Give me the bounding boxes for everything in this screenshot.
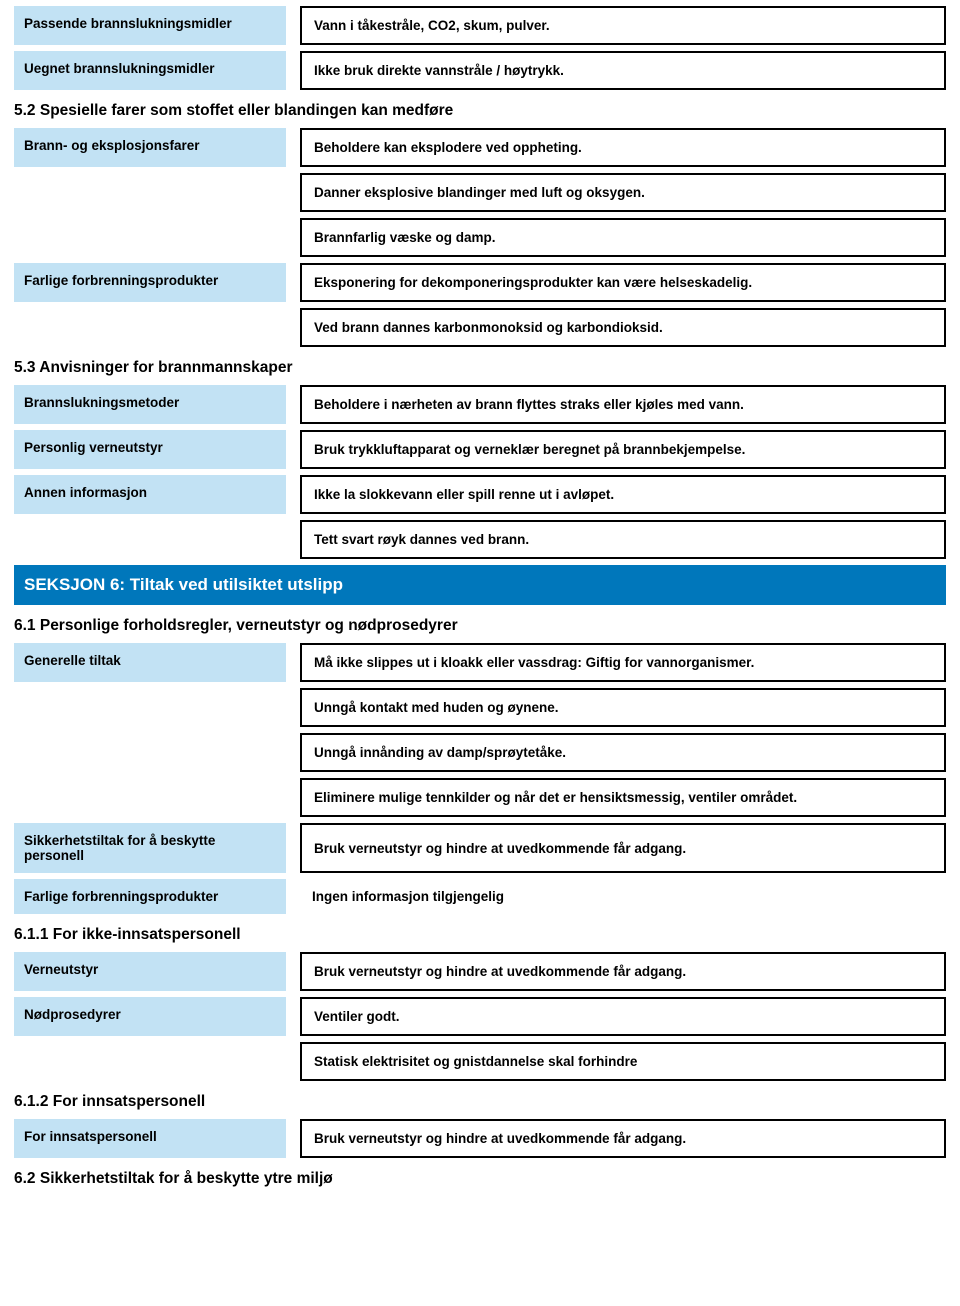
value-farlige-forbr-6: Ingen informasjon tilgjengelig <box>300 879 946 914</box>
row-pers-verneutstyr: Personlig verneutstyr Bruk trykkluftappa… <box>14 430 946 469</box>
value-sikkerhet-personell: Bruk verneutstyr og hindre at uvedkommen… <box>300 823 946 873</box>
row-nodprosedyrer-2: Statisk elektrisitet og gnistdannelse sk… <box>14 1042 946 1081</box>
heading-6-1-1: 6.1.1 For ikke-innsatspersonell <box>14 920 946 950</box>
heading-5-3: 5.3 Anvisninger for brannmannskaper <box>14 353 946 383</box>
value-generelle-4: Eliminere mulige tennkilder og når det e… <box>300 778 946 817</box>
value-generelle-1: Må ikke slippes ut i kloakk eller vassdr… <box>300 643 946 682</box>
row-generelle-2: Unngå kontakt med huden og øynene. <box>14 688 946 727</box>
value-uegnet: Ikke bruk direkte vannstråle / høytrykk. <box>300 51 946 90</box>
row-farlige-forbr-6: Farlige forbrenningsprodukter Ingen info… <box>14 879 946 914</box>
label-nodprosedyrer: Nødprosedyrer <box>14 997 286 1036</box>
row-generelle-4: Eliminere mulige tennkilder og når det e… <box>14 778 946 817</box>
row-farlige-forbr: Farlige forbrenningsprodukter Eksponerin… <box>14 263 946 302</box>
value-brann-eksp-1: Beholdere kan eksplodere ved oppheting. <box>300 128 946 167</box>
value-passende: Vann i tåkestråle, CO2, skum, pulver. <box>300 6 946 45</box>
label-verneutstyr-6: Verneutstyr <box>14 952 286 991</box>
row-innsatspersonell: For innsatspersonell Bruk verneutstyr og… <box>14 1119 946 1158</box>
row-uegnet: Uegnet brannslukningsmidler Ikke bruk di… <box>14 51 946 90</box>
value-farlige-forbr-1: Eksponering for dekomponeringsprodukter … <box>300 263 946 302</box>
value-verneutstyr-6: Bruk verneutstyr og hindre at uvedkommen… <box>300 952 946 991</box>
value-farlige-forbr-2: Ved brann dannes karbonmonoksid og karbo… <box>300 308 946 347</box>
value-pers-verneutstyr: Bruk trykkluftapparat og verneklær bereg… <box>300 430 946 469</box>
row-passende: Passende brannslukningsmidler Vann i tåk… <box>14 6 946 45</box>
heading-6-1: 6.1 Personlige forholdsregler, verneutst… <box>14 611 946 641</box>
label-innsatspersonell: For innsatspersonell <box>14 1119 286 1158</box>
row-brann-eksp-3: Brannfarlig væske og damp. <box>14 218 946 257</box>
heading-6-1-2: 6.1.2 For innsatspersonell <box>14 1087 946 1117</box>
label-passende: Passende brannslukningsmidler <box>14 6 286 45</box>
row-sikkerhet-personell: Sikkerhetstiltak for å beskytte personel… <box>14 823 946 873</box>
label-farlige-forbr-6: Farlige forbrenningsprodukter <box>14 879 286 914</box>
row-annen-info-2: Tett svart røyk dannes ved brann. <box>14 520 946 559</box>
label-pers-verneutstyr: Personlig verneutstyr <box>14 430 286 469</box>
section-6-header: SEKSJON 6: Tiltak ved utilsiktet utslipp <box>14 565 946 605</box>
value-annen-info-1: Ikke la slokkevann eller spill renne ut … <box>300 475 946 514</box>
value-innsatspersonell: Bruk verneutstyr og hindre at uvedkommen… <box>300 1119 946 1158</box>
value-generelle-3: Unngå innånding av damp/sprøytetåke. <box>300 733 946 772</box>
label-sikkerhet-personell: Sikkerhetstiltak for å beskytte personel… <box>14 823 286 873</box>
label-farlige-forbr: Farlige forbrenningsprodukter <box>14 263 286 302</box>
value-generelle-2: Unngå kontakt med huden og øynene. <box>300 688 946 727</box>
label-generelle: Generelle tiltak <box>14 643 286 682</box>
row-brann-eksp: Brann- og eksplosjonsfarer Beholdere kan… <box>14 128 946 167</box>
value-brann-eksp-3: Brannfarlig væske og damp. <box>300 218 946 257</box>
row-metoder: Brannslukningsmetoder Beholdere i nærhet… <box>14 385 946 424</box>
value-nodprosedyrer-2: Statisk elektrisitet og gnistdannelse sk… <box>300 1042 946 1081</box>
label-uegnet: Uegnet brannslukningsmidler <box>14 51 286 90</box>
label-brann-eksp: Brann- og eksplosjonsfarer <box>14 128 286 167</box>
value-metoder: Beholdere i nærheten av brann flyttes st… <box>300 385 946 424</box>
value-brann-eksp-2: Danner eksplosive blandinger med luft og… <box>300 173 946 212</box>
label-annen-info: Annen informasjon <box>14 475 286 514</box>
heading-5-2: 5.2 Spesielle farer som stoffet eller bl… <box>14 96 946 126</box>
row-annen-info: Annen informasjon Ikke la slokkevann ell… <box>14 475 946 514</box>
value-annen-info-2: Tett svart røyk dannes ved brann. <box>300 520 946 559</box>
sds-page: Passende brannslukningsmidler Vann i tåk… <box>0 0 960 1210</box>
row-nodprosedyrer: Nødprosedyrer Ventiler godt. <box>14 997 946 1036</box>
value-nodprosedyrer-1: Ventiler godt. <box>300 997 946 1036</box>
row-generelle-3: Unngå innånding av damp/sprøytetåke. <box>14 733 946 772</box>
heading-6-2: 6.2 Sikkerhetstiltak for å beskytte ytre… <box>14 1164 946 1194</box>
label-metoder: Brannslukningsmetoder <box>14 385 286 424</box>
row-farlige-forbr-2: Ved brann dannes karbonmonoksid og karbo… <box>14 308 946 347</box>
row-verneutstyr-6: Verneutstyr Bruk verneutstyr og hindre a… <box>14 952 946 991</box>
row-brann-eksp-2: Danner eksplosive blandinger med luft og… <box>14 173 946 212</box>
row-generelle: Generelle tiltak Må ikke slippes ut i kl… <box>14 643 946 682</box>
